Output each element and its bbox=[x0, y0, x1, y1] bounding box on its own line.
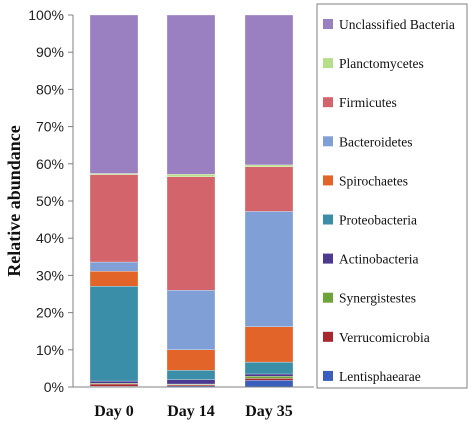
legend-box bbox=[316, 3, 468, 389]
bar-segment-lentisphaearae bbox=[244, 380, 294, 388]
legend-label: Unclassified Bacteria bbox=[339, 17, 455, 32]
x-category-label: Day 0 bbox=[94, 403, 134, 420]
bar-segment-bacteroidetes bbox=[166, 290, 216, 350]
legend-swatch bbox=[323, 136, 333, 147]
bar-segment-bacteroidetes bbox=[89, 261, 139, 272]
bar-segment-proteobacteria bbox=[244, 361, 294, 375]
legend-label: Spirochaetes bbox=[339, 173, 408, 188]
y-tick-label: 80% bbox=[36, 81, 64, 97]
bar-stacks bbox=[89, 14, 294, 388]
y-tick-label: 100% bbox=[28, 7, 64, 23]
bar-segment-verrucomicrobia bbox=[244, 378, 294, 381]
y-tick-label: 50% bbox=[36, 193, 64, 209]
y-tick-label: 0% bbox=[44, 379, 64, 395]
legend-label: Bacteroidetes bbox=[339, 134, 412, 149]
bar-segment-actinobacteria bbox=[89, 380, 139, 384]
legend-label: Planctomycetes bbox=[339, 56, 424, 71]
y-tick-label: 60% bbox=[36, 156, 64, 172]
bar-segment-unclassified-bacteria bbox=[166, 14, 216, 175]
bar-segment-actinobacteria bbox=[244, 373, 294, 377]
y-tick-label: 30% bbox=[36, 267, 64, 283]
bar-segment-firmicutes bbox=[244, 166, 294, 212]
x-category-label: Day 14 bbox=[167, 403, 215, 420]
bar-segment-planctomycetes bbox=[166, 174, 216, 177]
y-tick-label: 20% bbox=[36, 305, 64, 321]
y-axis-ticks: 0% 10% 20% 30% 40% 50% 60% 70% 80% 90% 100% bbox=[28, 7, 73, 395]
y-tick-label: 40% bbox=[36, 230, 64, 246]
bar-segment-spirochaetes bbox=[89, 271, 139, 287]
bar-segment-planctomycetes bbox=[244, 164, 294, 167]
bar-segment-unclassified-bacteria bbox=[244, 14, 294, 166]
legend: Unclassified Bacteria Planctomycetes Firmi… bbox=[323, 17, 455, 384]
bar-segment-firmicutes bbox=[166, 176, 216, 291]
bar-segment-proteobacteria bbox=[166, 370, 216, 380]
y-axis-title: Relative abundance bbox=[4, 125, 24, 277]
bar-segment-bacteroidetes bbox=[244, 211, 294, 327]
legend-swatch bbox=[323, 253, 333, 264]
x-category-label: Day 35 bbox=[245, 403, 293, 420]
legend-swatch bbox=[323, 175, 333, 186]
y-tick-label: 70% bbox=[36, 119, 64, 135]
bar-segment-synergistestes bbox=[244, 376, 294, 379]
legend-label: Proteobacteria bbox=[339, 213, 417, 228]
bar-segment-verrucomicrobia bbox=[89, 383, 139, 387]
bar-segment-firmicutes bbox=[89, 174, 139, 263]
legend-label: Verrucomicrobia bbox=[339, 330, 430, 345]
legend-label: Firmicutes bbox=[339, 95, 397, 110]
legend-label: Actinobacteria bbox=[339, 252, 418, 267]
y-tick-label: 90% bbox=[36, 44, 64, 60]
bar-segment-proteobacteria bbox=[89, 286, 139, 382]
legend-swatch bbox=[323, 370, 333, 381]
legend-label: Synergistestes bbox=[339, 291, 416, 306]
y-tick-label: 10% bbox=[36, 342, 64, 358]
bar-segment-actinobacteria bbox=[166, 379, 216, 385]
legend-label: Lentisphaearae bbox=[339, 369, 421, 384]
x-axis-category-labels: Day 0 Day 14 Day 35 bbox=[94, 403, 293, 420]
bar-segment-spirochaetes bbox=[244, 326, 294, 363]
bar-segment-planctomycetes bbox=[89, 173, 139, 175]
legend-swatch bbox=[323, 214, 333, 225]
legend-swatch bbox=[323, 292, 333, 303]
legend-swatch bbox=[323, 58, 333, 69]
legend-swatch bbox=[323, 97, 333, 108]
bar-segment-verrucomicrobia bbox=[166, 384, 216, 387]
bar-segment-unclassified-bacteria bbox=[89, 14, 139, 174]
bar-segment-spirochaetes bbox=[166, 349, 216, 371]
legend-swatch bbox=[323, 19, 333, 29]
legend-swatch bbox=[323, 331, 333, 342]
